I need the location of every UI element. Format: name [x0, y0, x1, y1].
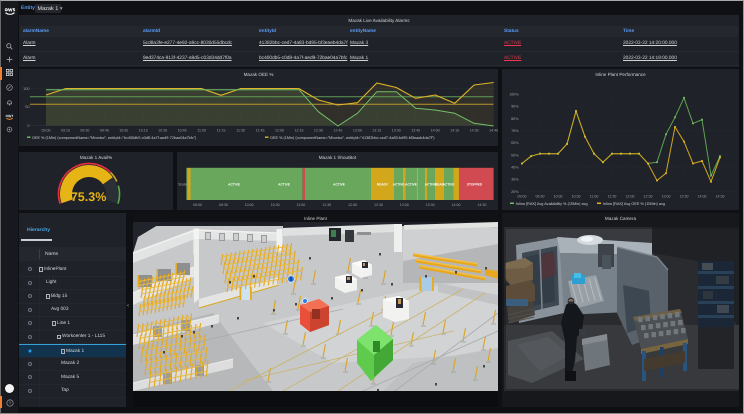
svg-text:Inline [RAK] Avg Availability: Inline [RAK] Avg Availability % (15Min) … [516, 202, 588, 206]
svg-text:09:15: 09:15 [61, 129, 70, 133]
svg-text:80%: 80% [511, 117, 519, 121]
svg-text:09:30: 09:30 [80, 129, 89, 133]
svg-text:11:45: 11:45 [256, 129, 265, 133]
svg-text:13:00: 13:00 [662, 195, 671, 199]
svg-text:State: State [178, 183, 187, 187]
svg-text:09:00: 09:00 [518, 195, 527, 199]
svg-text:09:30: 09:30 [219, 203, 228, 207]
svg-text:14:00: 14:00 [431, 129, 440, 133]
svg-text:50: 50 [25, 105, 29, 109]
svg-text:11:30: 11:30 [322, 203, 331, 207]
svg-text:14:30: 14:30 [477, 203, 486, 207]
svg-text:11:00: 11:00 [297, 203, 306, 207]
svg-text:READY: READY [377, 183, 389, 187]
svg-text:09:00: 09:00 [193, 203, 202, 207]
svg-text:13:30: 13:30 [426, 203, 435, 207]
svg-text:10:30: 10:30 [271, 203, 280, 207]
svg-text:09:00: 09:00 [42, 129, 51, 133]
svg-text:50%: 50% [511, 153, 519, 157]
svg-text:75.3%: 75.3% [71, 190, 106, 204]
svg-text:12:00: 12:00 [275, 129, 284, 133]
svg-text:10:00: 10:00 [119, 129, 128, 133]
svg-text:13:00: 13:00 [400, 203, 409, 207]
svg-text:13:30: 13:30 [680, 195, 689, 199]
svg-text:12:00: 12:00 [626, 195, 635, 199]
svg-text:60%: 60% [511, 141, 519, 145]
svg-text:STOPPED: STOPPED [467, 183, 483, 187]
svg-text:OEE % (1Min) (componentName="M: OEE % (1Min) (componentName="Mixwise", e… [32, 136, 197, 140]
svg-text:10:30: 10:30 [572, 195, 581, 199]
svg-text:13:00: 13:00 [353, 129, 362, 133]
svg-text:30%: 30% [511, 178, 519, 182]
svg-text:OEE % (1Min) (componentName="M: OEE % (1Min) (componentName="Mixwise", e… [270, 136, 435, 140]
svg-text:ACTIVE: ACTIVE [278, 183, 290, 187]
svg-text:70%: 70% [511, 129, 519, 133]
svg-text:ACTIVE: ACTIVE [333, 183, 345, 187]
svg-text:ACTIVE: ACTIVE [443, 183, 455, 187]
svg-text:14:30: 14:30 [716, 195, 725, 199]
svg-text:10:45: 10:45 [178, 129, 187, 133]
svg-text:100%: 100% [509, 93, 519, 97]
svg-text:ACTIVE: ACTIVE [425, 183, 437, 187]
svg-text:Inline [RAK] Avg OEE % (15Min): Inline [RAK] Avg OEE % (15Min) avg [603, 202, 665, 206]
svg-text:0: 0 [27, 124, 29, 128]
svg-text:14:15: 14:15 [450, 129, 459, 133]
svg-text:14:00: 14:00 [698, 195, 707, 199]
svg-text:ACTIVE: ACTIVE [405, 183, 417, 187]
svg-text:11:30: 11:30 [608, 195, 617, 199]
svg-text:09:45: 09:45 [100, 129, 109, 133]
svg-text:10:15: 10:15 [139, 129, 148, 133]
svg-text:12:45: 12:45 [333, 129, 342, 133]
svg-text:90%: 90% [511, 105, 519, 109]
svg-text:40%: 40% [511, 166, 519, 170]
svg-text:12:00: 12:00 [348, 203, 357, 207]
svg-text:10:00: 10:00 [554, 195, 563, 199]
svg-text:11:30: 11:30 [236, 129, 245, 133]
svg-text:14:45: 14:45 [489, 129, 498, 133]
svg-text:100: 100 [23, 87, 29, 91]
svg-text:11:00: 11:00 [197, 129, 206, 133]
svg-text:12:30: 12:30 [374, 203, 383, 207]
svg-text:ACTIVE: ACTIVE [393, 183, 405, 187]
svg-text:ACTIVE: ACTIVE [228, 183, 240, 187]
svg-text:11:00: 11:00 [590, 195, 599, 199]
svg-text:10:00: 10:00 [245, 203, 254, 207]
svg-text:READ: READ [435, 183, 445, 187]
svg-text:20%: 20% [511, 190, 519, 194]
svg-text:11:15: 11:15 [217, 129, 226, 133]
svg-text:12:30: 12:30 [644, 195, 653, 199]
svg-text:14:30: 14:30 [470, 129, 479, 133]
svg-text:13:15: 13:15 [372, 129, 381, 133]
svg-text:14:00: 14:00 [452, 203, 461, 207]
svg-text:12:15: 12:15 [295, 129, 304, 133]
svg-text:13:45: 13:45 [411, 129, 420, 133]
svg-text:13:30: 13:30 [392, 129, 401, 133]
svg-text:09:30: 09:30 [536, 195, 545, 199]
svg-text:10:30: 10:30 [158, 129, 167, 133]
svg-text:12:30: 12:30 [314, 129, 323, 133]
svg-text:?: ? [8, 401, 11, 407]
